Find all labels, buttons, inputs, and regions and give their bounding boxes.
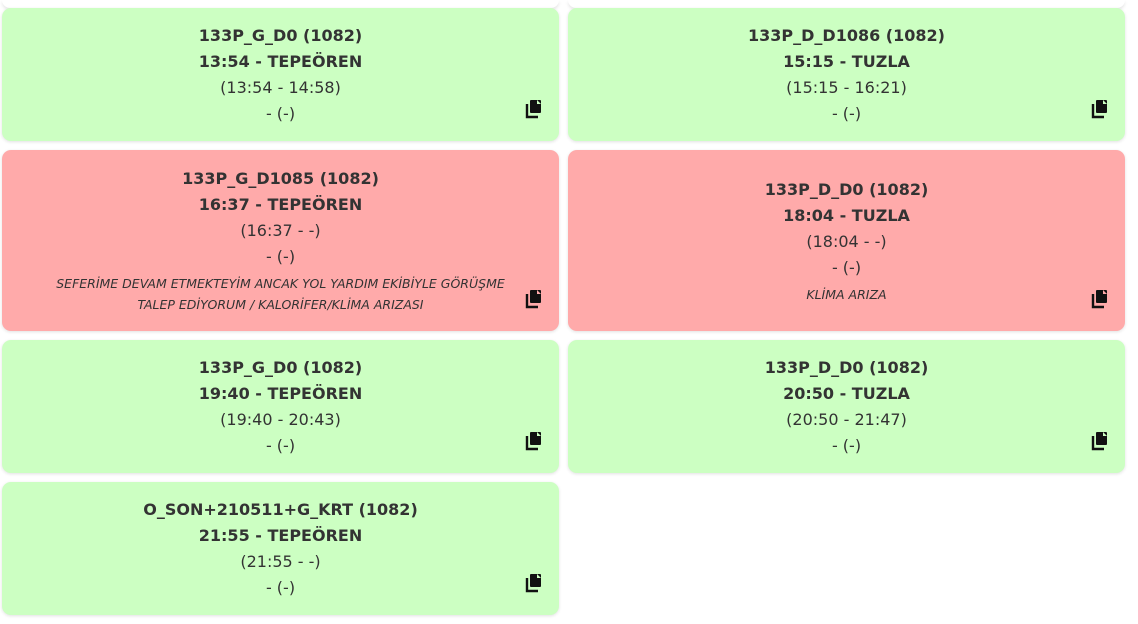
trip-extra: - (-) <box>265 103 296 123</box>
trip-card[interactable]: 133P_G_D1085 (1082) 16:37 - TEPEÖREN (16… <box>2 150 559 331</box>
trip-departure: 21:55 - TEPEÖREN <box>198 525 363 545</box>
trip-code: 133P_G_D1085 (1082) <box>182 169 379 188</box>
trip-card[interactable]: 133P_D_D0 (1082) 20:50 - TUZLA (20:50 - … <box>568 340 1125 473</box>
trip-card-grid: 133P_G_D0 (1082) 13:54 - TEPEÖREN (13:54… <box>2 8 1126 615</box>
trip-code: 133P_D_D0 (1082) <box>764 179 929 199</box>
previous-card-edge-right <box>568 0 1125 8</box>
trip-code: 133P_G_D0 (1082) <box>198 357 363 377</box>
trip-times: (21:55 - -) <box>240 551 321 571</box>
trip-departure: 20:50 - TUZLA <box>783 383 910 403</box>
trip-card[interactable]: 133P_D_D1086 (1082) 15:15 - TUZLA (15:15… <box>568 8 1125 141</box>
trip-note: SEFERİME DEVAM ETMEKTEYİM ANCAK YOL YARD… <box>56 276 505 312</box>
trip-times: (20:50 - 21:47) <box>786 409 907 429</box>
previous-card-edge-left <box>2 0 559 8</box>
trip-times: (18:04 - -) <box>806 231 887 251</box>
trip-extra: - (-) <box>265 577 296 597</box>
trip-note: KLİMA ARIZA <box>806 286 887 302</box>
trip-card[interactable]: 133P_G_D0 (1082) 13:54 - TEPEÖREN (13:54… <box>2 8 559 141</box>
trip-code: 133P_D_D0 (1082) <box>764 357 929 377</box>
trip-departure: 19:40 - TEPEÖREN <box>198 383 363 403</box>
copy-icon[interactable] <box>1091 431 1109 451</box>
copy-icon[interactable] <box>525 431 543 451</box>
trip-extra: - (-) <box>265 435 296 455</box>
copy-icon[interactable] <box>1091 289 1109 309</box>
copy-icon[interactable] <box>1091 99 1109 119</box>
copy-icon[interactable] <box>525 99 543 119</box>
copy-icon[interactable] <box>525 289 543 309</box>
trip-departure: 15:15 - TUZLA <box>783 51 910 71</box>
trip-departure: 13:54 - TEPEÖREN <box>198 51 363 71</box>
trip-times: (19:40 - 20:43) <box>220 409 341 429</box>
trip-code: 133P_G_D0 (1082) <box>198 25 363 45</box>
trip-code: 133P_D_D1086 (1082) <box>748 25 945 45</box>
trip-card[interactable]: 133P_D_D0 (1082) 18:04 - TUZLA (18:04 - … <box>568 150 1125 331</box>
trip-extra: - (-) <box>831 257 862 277</box>
trip-code: O_SON+210511+G_KRT (1082) <box>143 499 418 519</box>
trip-times: (13:54 - 14:58) <box>220 77 341 97</box>
trip-departure: 18:04 - TUZLA <box>783 205 910 225</box>
trip-departure: 16:37 - TEPEÖREN <box>198 195 363 214</box>
trip-times: (16:37 - -) <box>240 221 321 240</box>
trip-times: (15:15 - 16:21) <box>786 77 907 97</box>
trip-extra: - (-) <box>831 435 862 455</box>
trip-card[interactable]: 133P_G_D0 (1082) 19:40 - TEPEÖREN (19:40… <box>2 340 559 473</box>
copy-icon[interactable] <box>525 573 543 593</box>
trip-extra: - (-) <box>265 247 296 266</box>
trip-extra: - (-) <box>831 103 862 123</box>
trip-card[interactable]: O_SON+210511+G_KRT (1082) 21:55 - TEPEÖR… <box>2 482 559 615</box>
